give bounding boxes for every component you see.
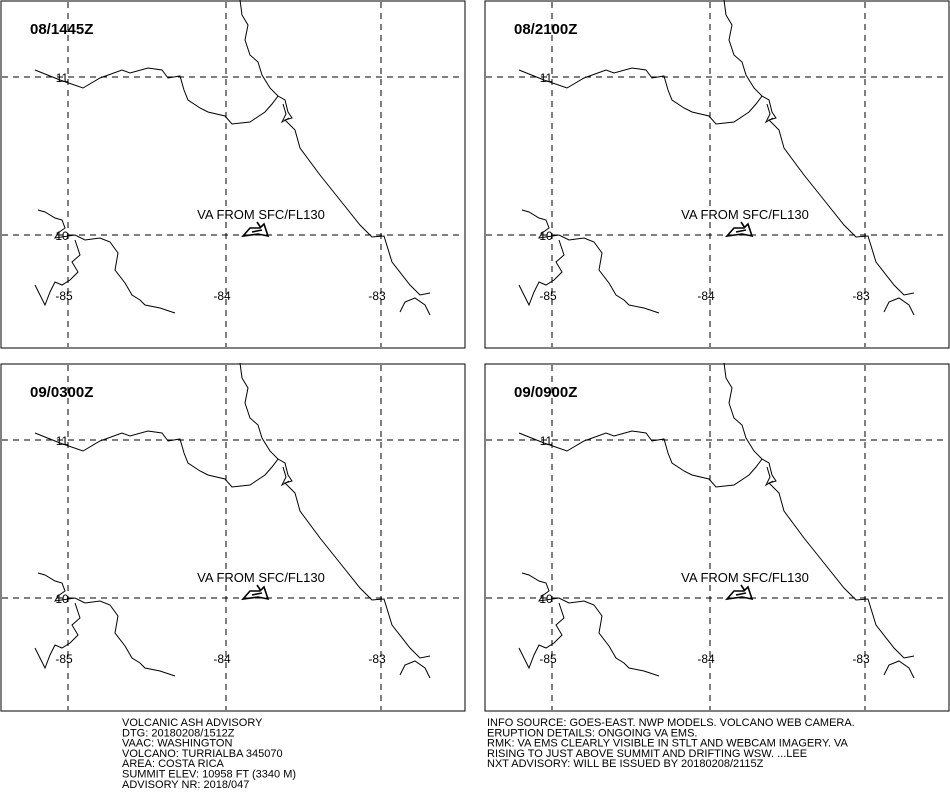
coastline — [34, 0, 431, 316]
advisory-line: RMK: VA EMS CLEARLY VISIBLE IN STLT AND … — [487, 738, 849, 750]
ash-area — [240, 221, 270, 238]
latitude-label: 11 — [540, 71, 553, 85]
latitude-label: 10 — [539, 592, 553, 606]
advisory-line: ERUPTION DETAILS: ONGOING VA EMS. — [487, 727, 697, 739]
va-label: VA FROM SFC/FL130 — [197, 570, 325, 585]
va-label: VA FROM SFC/FL130 — [197, 207, 325, 222]
longitude-label: -84 — [213, 652, 231, 666]
va-label: VA FROM SFC/FL130 — [681, 207, 809, 222]
coastline — [518, 362, 915, 679]
advisory-line: AREA: COSTA RICA — [122, 758, 225, 770]
longitude-label: -83 — [368, 652, 386, 666]
longitude-label: -84 — [213, 289, 231, 303]
longitude-label: -83 — [852, 652, 870, 666]
advisory-line: INFO SOURCE: GOES-EAST. NWP MODELS. VOLC… — [487, 717, 855, 729]
advisory-line: VOLCANIC ASH ADVISORY — [122, 717, 263, 729]
ash-area — [724, 221, 754, 238]
longitude-label: -85 — [55, 652, 73, 666]
ash-area — [724, 584, 754, 601]
valid-time: 09/0900Z — [514, 384, 577, 401]
longitude-label: -83 — [368, 289, 386, 303]
latitude-label: 11 — [56, 434, 69, 448]
coastline — [518, 0, 915, 316]
map-panel: 08/1445Z VA FROM SFC/FL130 11 10 -85 -84 -83 — [0, 0, 466, 349]
panel-border — [0, 0, 466, 349]
coastline — [34, 362, 431, 679]
advisory-line: VOLCANO: TURRIALBA 345070 — [122, 748, 283, 760]
valid-time: 08/1445Z — [30, 21, 93, 38]
valid-time: 08/2100Z — [514, 21, 577, 38]
advisory-line: NXT ADVISORY: WILL BE ISSUED BY 20180208… — [487, 758, 764, 770]
ash-area — [240, 584, 270, 601]
longitude-label: -85 — [55, 289, 73, 303]
latitude-label: 10 — [539, 229, 553, 243]
longitude-label: -85 — [539, 652, 557, 666]
latitude-label: 10 — [55, 592, 69, 606]
map-panel: 09/0900Z VA FROM SFC/FL130 11 10 -85 -84 -83 — [484, 362, 950, 712]
map-panel: 09/0300Z VA FROM SFC/FL130 11 10 -85 -84 -83 — [0, 362, 466, 712]
longitude-label: -84 — [697, 289, 715, 303]
latitude-label: 11 — [540, 434, 553, 448]
advisory-line: SUMMIT ELEV: 10958 FT (3340 M) — [122, 769, 296, 781]
panel-border — [0, 363, 466, 712]
longitude-label: -83 — [852, 289, 870, 303]
va-label: VA FROM SFC/FL130 — [681, 570, 809, 585]
panel-border — [484, 363, 950, 712]
advisory-line: VAAC: WASHINGTON — [122, 738, 232, 750]
latitude-label: 10 — [55, 229, 69, 243]
latitude-label: 11 — [56, 71, 69, 85]
longitude-label: -85 — [539, 289, 557, 303]
advisory-line: DTG: 20180208/1512Z — [122, 727, 235, 739]
panel-border — [484, 0, 950, 349]
longitude-label: -84 — [697, 652, 715, 666]
advisory-line: ADVISORY NR: 2018/047 — [122, 779, 249, 791]
map-panel: 08/2100Z VA FROM SFC/FL130 11 10 -85 -84 -83 — [484, 0, 950, 349]
advisory-line: RISING TO JUST ABOVE SUMMIT AND DRIFTING… — [487, 748, 807, 760]
valid-time: 09/0300Z — [30, 384, 93, 401]
